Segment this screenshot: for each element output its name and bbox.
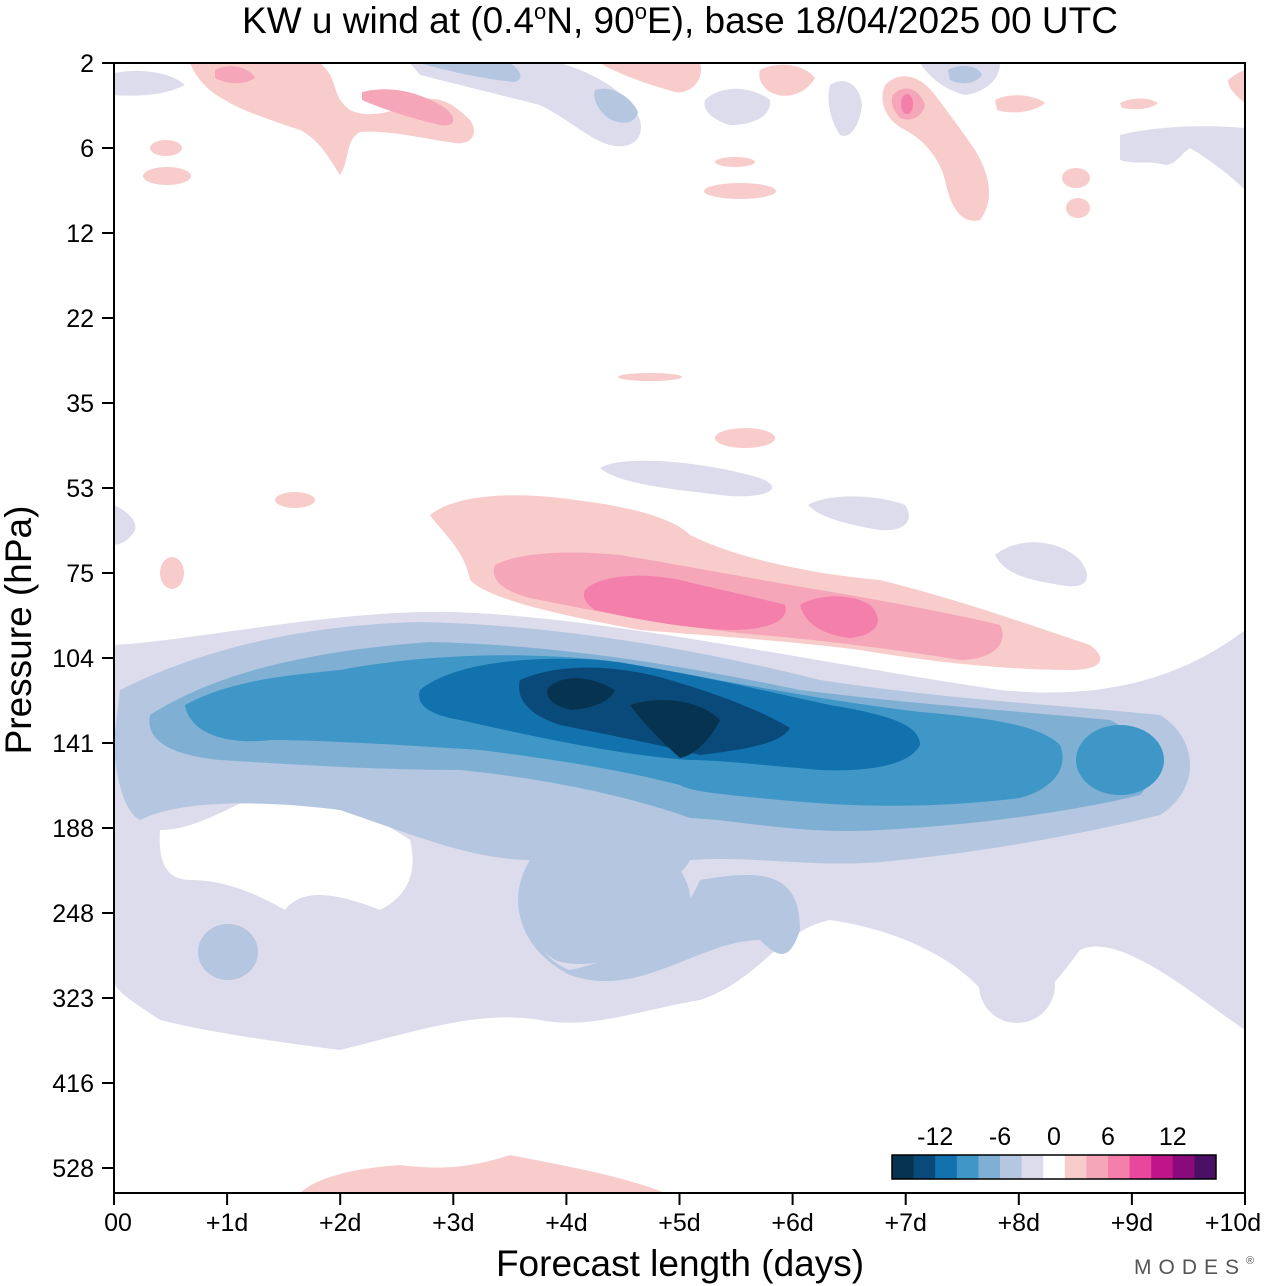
y-tick-label: 12 <box>66 220 94 248</box>
x-tick-label: +1d <box>206 1209 248 1237</box>
contour-top-plus2-i <box>143 167 191 185</box>
x-tick-label: 00 <box>104 1209 132 1237</box>
contour-field <box>114 63 1245 1193</box>
colorbar-segment <box>935 1155 958 1179</box>
brand-logo: MODES® <box>1134 1255 1254 1279</box>
x-tick-label: +3d <box>432 1209 474 1237</box>
y-tick-label: 416 <box>52 1070 94 1098</box>
contour-top-minus2-b <box>704 88 771 125</box>
y-tick-label: 75 <box>66 560 94 588</box>
contour-top-plus2-f <box>1120 98 1158 110</box>
y-tick-label: 248 <box>52 900 94 928</box>
colorbar-tick-label: 0 <box>1047 1123 1061 1151</box>
colorbar-segment <box>1064 1155 1087 1179</box>
contour-top-plus6-d <box>901 94 913 114</box>
contour-top-minus2-a <box>410 63 641 147</box>
contour-top-plus2-b <box>600 63 701 93</box>
contour-top-minus2-e <box>1120 126 1245 190</box>
contour-patch-plus2-d <box>618 373 682 381</box>
x-tick-label: +7d <box>884 1209 926 1237</box>
contour-top-minus2-f <box>114 70 185 96</box>
colorbar-segment <box>978 1155 1001 1179</box>
contour-patch-plus2-e <box>558 509 578 523</box>
colorbar-tick-label: -6 <box>989 1123 1011 1151</box>
y-tick-label: 188 <box>52 815 94 843</box>
y-tick-label: 2 <box>80 50 94 78</box>
contour-top-plus2-e <box>995 95 1045 113</box>
y-tick-label: 35 <box>66 390 94 418</box>
colorbar-segment <box>1086 1155 1109 1179</box>
contour-patch-plus2-b <box>275 492 315 508</box>
colorbar-border <box>891 1154 1217 1180</box>
contour-blob-minus8-c <box>1076 725 1164 795</box>
contour-bottom-plus2 <box>300 1155 665 1193</box>
contour-patch-plus2-c <box>715 428 775 448</box>
contour-blob-minus10-d <box>210 693 250 737</box>
y-tick-label: 6 <box>80 135 94 163</box>
contour-blob-minus4-a <box>198 924 258 980</box>
colorbar-segment <box>1129 1155 1152 1179</box>
x-tick-label: +5d <box>658 1209 700 1237</box>
colorbar-segment <box>1172 1155 1195 1179</box>
contour-top-plus2-m <box>1066 198 1090 218</box>
contour-top-plus2-h <box>150 140 182 156</box>
x-axis: 00 +1d +2d +3d +4d +5d +6d +7d +8d +9d +10d <box>104 1193 1261 1237</box>
y-tick-label: 323 <box>52 985 94 1013</box>
contour-patch-plus2-a <box>160 557 184 589</box>
y-tick-label: 528 <box>52 1155 94 1183</box>
colorbar-segment <box>1021 1155 1044 1179</box>
x-tick-label: +2d <box>319 1209 361 1237</box>
contour-band-plus6-mid <box>583 575 786 630</box>
contour-patch-minus2-c <box>995 542 1088 587</box>
contour-top-plus2-a <box>190 63 475 175</box>
colorbar-segment <box>913 1155 936 1179</box>
colorbar-tick-label: 12 <box>1159 1123 1187 1151</box>
contour-patch-minus2-e <box>979 947 1055 1023</box>
contour-top-plus2-l <box>1062 168 1090 188</box>
contour-top-minus4-a <box>420 63 521 82</box>
contour-top-minus2-c <box>828 81 862 136</box>
contour-blob-minus4-b <box>521 855 691 965</box>
colorbar: -12 -6 0 6 12 <box>891 1123 1217 1180</box>
y-tick-label: 141 <box>52 730 94 758</box>
chart-title: KW u wind at (0.4oN, 90oE), base 18/04/2… <box>242 0 1118 41</box>
x-tick-label: +6d <box>771 1209 813 1237</box>
contour-core-minus14-a <box>547 678 615 710</box>
contour-top-plus2-j <box>704 183 776 199</box>
colorbar-segment <box>956 1155 979 1179</box>
contour-top-minus4-c <box>948 65 982 84</box>
colorbar-segment <box>1151 1155 1174 1179</box>
x-axis-label: Forecast length (days) <box>496 1243 864 1284</box>
colorbar-segment <box>892 1155 915 1179</box>
y-axis: 2 6 12 22 35 53 75 104 141 188 248 323 416 528 <box>52 50 114 1183</box>
colorbar-segment <box>1194 1155 1217 1179</box>
contour-top-plus2-g <box>1228 70 1245 103</box>
y-tick-label: 22 <box>66 305 94 333</box>
x-tick-label: +10d <box>1205 1209 1261 1237</box>
contour-band-plus6-mid-b <box>800 596 878 638</box>
contour-top-plus4-a <box>362 89 454 126</box>
x-tick-label: +4d <box>545 1209 587 1237</box>
colorbar-segment <box>1043 1155 1066 1179</box>
y-tick-label: 104 <box>52 645 94 673</box>
contour-top-minus4-b <box>594 88 638 123</box>
contour-patch-minus2-a <box>600 460 773 497</box>
contour-core-minus14-b <box>630 700 720 758</box>
colorbar-tick-label: 6 <box>1101 1123 1115 1151</box>
colorbar-segment <box>1000 1155 1023 1179</box>
y-tick-label: 53 <box>66 475 94 503</box>
colorbar-segment <box>1108 1155 1131 1179</box>
colorbar-tick-label: -12 <box>917 1123 953 1151</box>
y-axis-label: Pressure (hPa) <box>0 506 39 755</box>
contour-top-plus4-b <box>215 66 255 84</box>
contour-top-plus2-k <box>715 157 755 167</box>
x-tick-label: +9d <box>1111 1209 1153 1237</box>
x-tick-label: +8d <box>998 1209 1040 1237</box>
contour-patch-minus2-d <box>114 505 136 545</box>
contour-patch-minus2-b <box>808 496 909 531</box>
contour-top-plus2-c <box>759 64 815 96</box>
